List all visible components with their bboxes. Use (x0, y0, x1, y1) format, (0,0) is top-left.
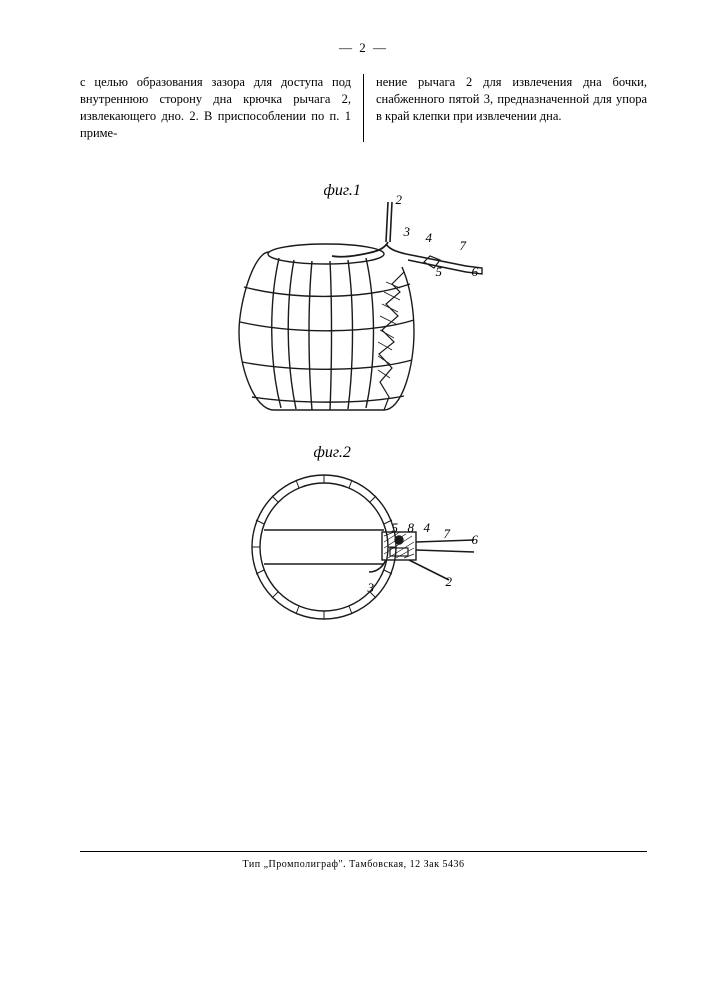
fig2-callout-5: 5 (392, 520, 399, 536)
fig2-callout-7: 7 (444, 526, 451, 542)
body-text-columns: с целью образования зазора для доступа п… (80, 74, 647, 142)
fig2-callout-2: 2 (446, 574, 453, 590)
fig1-callout-4: 4 (426, 230, 433, 246)
fig2-callout-8: 8 (408, 520, 415, 536)
fig2-label: фиг.2 (314, 444, 351, 462)
footer-imprint: Тип „Промполиграф". Тамбовская, 12 Зак 5… (0, 859, 707, 870)
fig1-drawing (214, 192, 514, 422)
fig2-callout-3: 3 (368, 580, 375, 596)
fig2-callout-6: 6 (472, 532, 479, 548)
figures-block: фиг.1 (214, 182, 514, 642)
fig1-callout-6: 6 (472, 264, 479, 280)
fig1-callout-5: 5 (436, 264, 443, 280)
footer-rule (80, 851, 647, 852)
page-number: — 2 — (80, 40, 647, 56)
fig1-callout-3: 3 (404, 224, 411, 240)
fig2-drawing (214, 462, 514, 642)
left-column: с целью образования зазора для доступа п… (80, 74, 364, 142)
fig2-callout-4: 4 (424, 520, 431, 536)
fig1-callout-2: 2 (396, 192, 403, 208)
fig1-callout-7: 7 (460, 238, 467, 254)
right-column: нение рычага 2 для извлечения дна бочки,… (364, 74, 647, 142)
